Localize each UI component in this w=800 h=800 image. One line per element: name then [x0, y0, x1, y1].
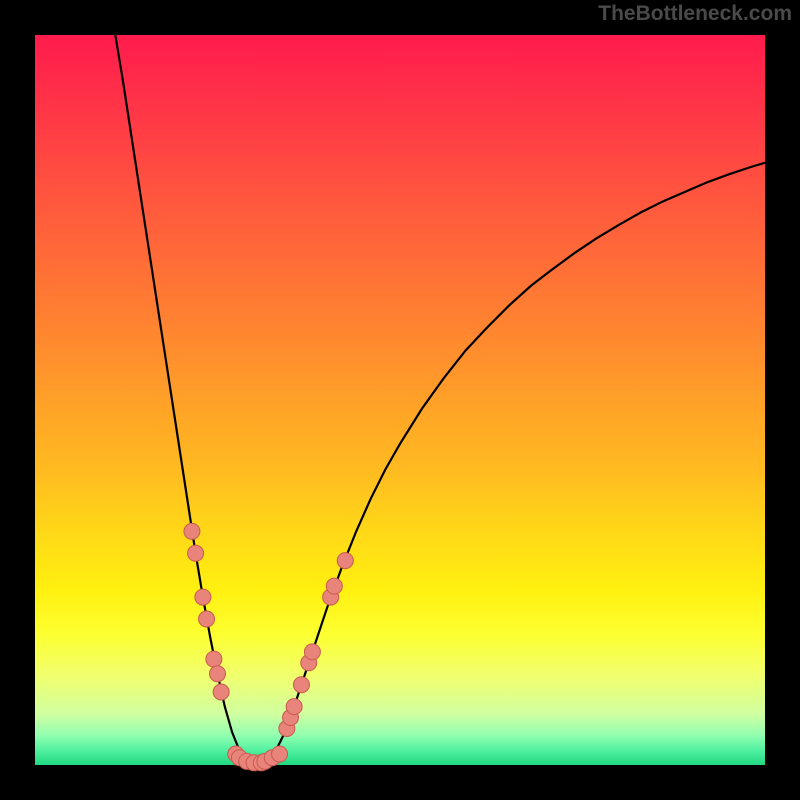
chart-plot-background — [35, 35, 765, 765]
data-marker — [293, 677, 309, 693]
bottleneck-curve-chart — [0, 0, 800, 800]
data-marker — [213, 684, 229, 700]
data-marker — [206, 651, 222, 667]
data-marker — [188, 545, 204, 561]
chart-container: TheBottleneck.com — [0, 0, 800, 800]
data-marker — [337, 553, 353, 569]
data-marker — [326, 578, 342, 594]
data-marker — [272, 746, 288, 762]
data-marker — [304, 644, 320, 660]
data-marker — [286, 699, 302, 715]
watermark-text: TheBottleneck.com — [598, 2, 792, 26]
data-marker — [210, 666, 226, 682]
data-marker — [195, 589, 211, 605]
data-marker — [184, 523, 200, 539]
data-marker — [199, 611, 215, 627]
